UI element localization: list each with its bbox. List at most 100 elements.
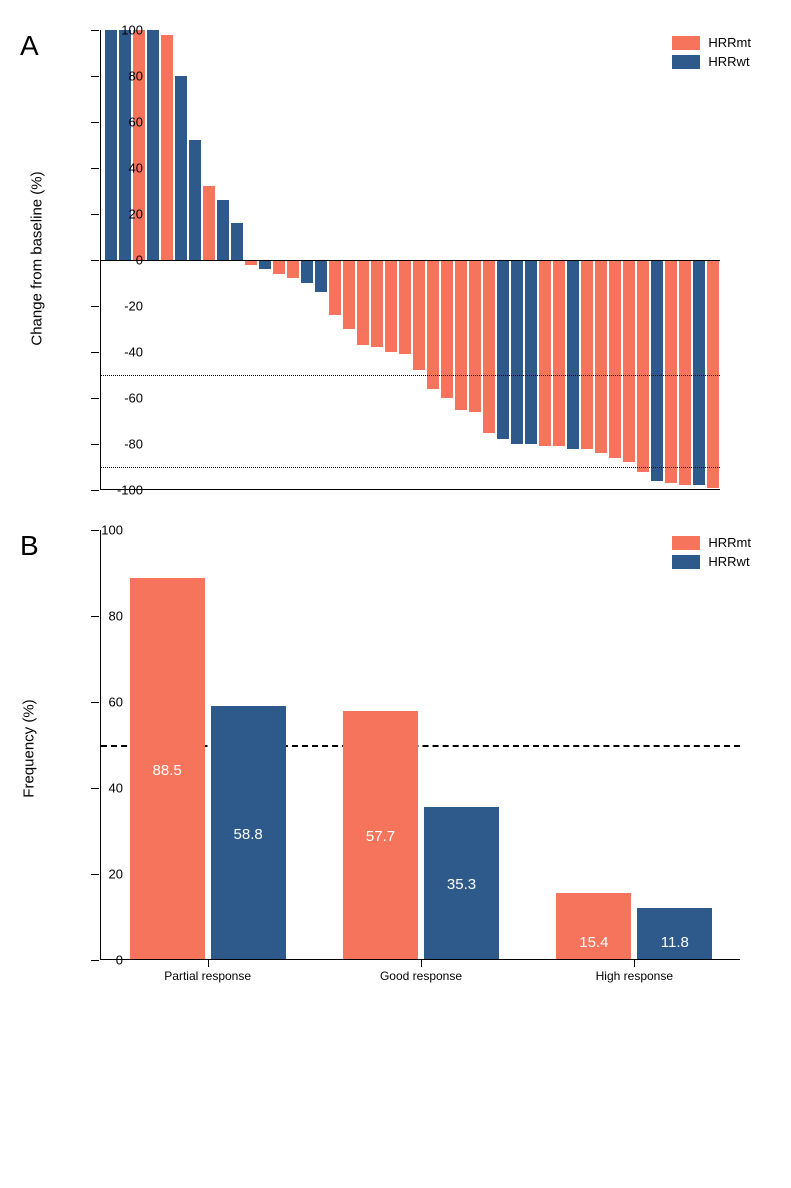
waterfall-bar <box>567 260 579 449</box>
x-category-label: High response <box>596 969 673 983</box>
reference-line <box>101 375 720 376</box>
waterfall-bar <box>105 30 117 260</box>
group-bar: 11.8 <box>637 908 712 959</box>
y-tick <box>91 168 99 169</box>
group-bar: 88.5 <box>130 578 205 959</box>
y-tick-label: 0 <box>103 253 143 268</box>
y-tick-label: 20 <box>83 867 123 882</box>
y-tick-label: 0 <box>83 953 123 968</box>
y-tick-label: 20 <box>103 207 143 222</box>
waterfall-plot-area <box>100 30 720 490</box>
waterfall-bar <box>427 260 439 389</box>
waterfall-bar <box>133 30 145 260</box>
bar-value-label: 35.3 <box>447 876 476 893</box>
y-tick <box>91 214 99 215</box>
y-tick <box>91 260 99 261</box>
bar-value-label: 15.4 <box>579 934 608 951</box>
x-tick <box>208 959 209 967</box>
bar-value-label: 88.5 <box>153 762 182 779</box>
waterfall-bar <box>525 260 537 444</box>
waterfall-bar <box>469 260 481 412</box>
waterfall-bar <box>539 260 551 446</box>
waterfall-bar <box>553 260 565 446</box>
waterfall-bar <box>399 260 411 354</box>
y-tick <box>91 306 99 307</box>
waterfall-bar <box>343 260 355 329</box>
y-tick-label: -60 <box>103 391 143 406</box>
y-tick-label: 60 <box>103 115 143 130</box>
y-tick <box>91 122 99 123</box>
waterfall-chart: HRRmt HRRwt Change from baseline (%) -10… <box>100 30 771 490</box>
group-bar: 15.4 <box>556 893 631 959</box>
waterfall-bar <box>175 76 187 260</box>
y-tick-label: -100 <box>103 483 143 498</box>
y-tick-label: 100 <box>103 23 143 38</box>
y-tick-label: 80 <box>103 69 143 84</box>
waterfall-bar <box>441 260 453 398</box>
waterfall-bar <box>455 260 467 410</box>
waterfall-bar <box>357 260 369 345</box>
waterfall-bar <box>413 260 425 370</box>
bar-value-label: 11.8 <box>661 934 689 951</box>
grouped-bar-chart: HRRmt HRRwt Frequency (%) Partial respon… <box>100 530 771 960</box>
waterfall-bar <box>511 260 523 444</box>
y-tick <box>91 30 99 31</box>
reference-line <box>101 467 720 468</box>
waterfall-bar <box>623 260 635 462</box>
panel-b: B HRRmt HRRwt Frequency (%) Partial resp… <box>20 530 771 960</box>
waterfall-bar <box>497 260 509 439</box>
y-tick <box>91 490 99 491</box>
waterfall-bar <box>651 260 663 481</box>
waterfall-bar <box>329 260 341 315</box>
y-tick-label: -80 <box>103 437 143 452</box>
zero-baseline <box>101 260 720 261</box>
waterfall-bar <box>483 260 495 433</box>
y-tick <box>91 444 99 445</box>
waterfall-bar <box>217 200 229 260</box>
waterfall-bar <box>315 260 327 292</box>
grouped-plot-area: Partial response88.558.8Good response57.… <box>100 530 740 960</box>
panel-a: A HRRmt HRRwt Change from baseline (%) -… <box>20 30 771 490</box>
y-tick-label: -20 <box>103 299 143 314</box>
bottom-axis <box>101 489 720 490</box>
waterfall-bar <box>119 30 131 260</box>
waterfall-bar <box>665 260 677 483</box>
waterfall-bar <box>273 260 285 274</box>
x-tick <box>634 959 635 967</box>
waterfall-bar <box>203 186 215 260</box>
y-tick-label: 80 <box>83 609 123 624</box>
y-tick-label: 100 <box>83 523 123 538</box>
waterfall-bar <box>595 260 607 453</box>
waterfall-bar <box>385 260 397 352</box>
x-tick <box>421 959 422 967</box>
waterfall-bar <box>161 35 173 260</box>
y-tick <box>91 352 99 353</box>
waterfall-bar <box>147 30 159 260</box>
waterfall-bar <box>287 260 299 278</box>
waterfall-bar <box>259 260 271 269</box>
bar-value-label: 57.7 <box>366 828 395 845</box>
bar-value-label: 58.8 <box>234 826 263 843</box>
waterfall-bar <box>609 260 621 458</box>
y-tick-label: 40 <box>83 781 123 796</box>
y-tick-label: 40 <box>103 161 143 176</box>
y-tick-label: -40 <box>103 345 143 360</box>
y-tick <box>91 76 99 77</box>
group-bar: 35.3 <box>424 807 499 959</box>
y-tick-label: 60 <box>83 695 123 710</box>
y-axis-title-b: Frequency (%) <box>21 699 38 797</box>
waterfall-bar <box>189 140 201 260</box>
waterfall-bar <box>693 260 705 485</box>
y-axis-title-a: Change from baseline (%) <box>29 171 46 345</box>
waterfall-bar <box>707 260 719 488</box>
group-bar: 58.8 <box>211 706 286 959</box>
panel-b-label: B <box>20 530 39 562</box>
y-tick <box>91 398 99 399</box>
waterfall-bar <box>679 260 691 485</box>
panel-a-label: A <box>20 30 39 62</box>
x-category-label: Good response <box>380 969 462 983</box>
waterfall-bar <box>637 260 649 472</box>
waterfall-bar <box>301 260 313 283</box>
group-bar: 57.7 <box>343 711 418 959</box>
waterfall-bar <box>581 260 593 449</box>
